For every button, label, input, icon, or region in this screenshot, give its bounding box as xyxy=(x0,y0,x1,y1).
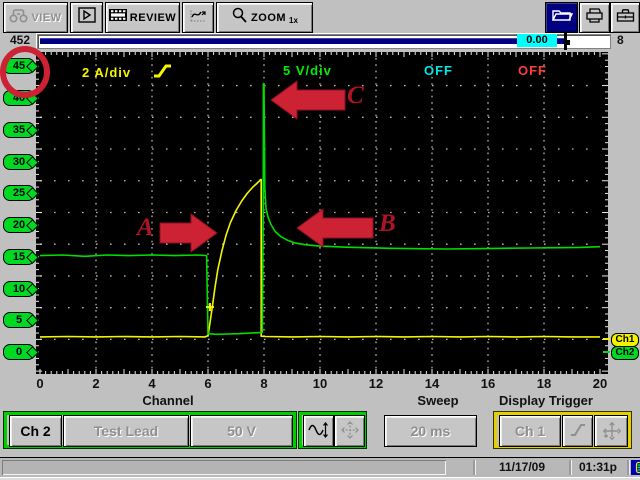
ch1-zero-tick xyxy=(603,338,610,340)
slider-max-label: 8 xyxy=(617,33,624,47)
zoom-factor: 1x xyxy=(289,15,298,25)
annotation-label-b: B xyxy=(379,210,396,237)
zoom-button-label: ZOOM xyxy=(251,11,287,24)
scale-pill-45: 45 xyxy=(3,58,35,75)
binoculars-icon xyxy=(9,8,28,28)
section-label-display-trigger: Display Trigger xyxy=(499,393,593,408)
x-tick-14: 14 xyxy=(424,376,440,391)
scale-pill-30: 30 xyxy=(3,153,35,170)
folder-button[interactable] xyxy=(545,2,578,33)
status-time: 01:31p xyxy=(578,460,618,474)
scale-pill-20: 20 xyxy=(3,217,35,234)
scale-pill-0: 0 xyxy=(3,344,35,361)
battery-icon xyxy=(631,460,640,480)
play-button[interactable] xyxy=(70,2,103,33)
trace-ch2 xyxy=(39,82,601,336)
capture-counter: 452 xyxy=(10,33,31,47)
trigger-source-button[interactable]: Ch 1 xyxy=(499,415,561,447)
slider-fill-bar xyxy=(40,38,564,44)
slider-value-readout: 0.00 xyxy=(517,34,557,47)
trace-ch1 xyxy=(39,178,600,338)
trigger-slope-icon xyxy=(569,422,587,441)
scale-pill-25: 25 xyxy=(3,185,35,202)
x-tick-0: 0 xyxy=(36,376,44,391)
ch2-scale-label: 5 V/div xyxy=(283,63,332,78)
ch4-off-label: OFF xyxy=(518,63,547,78)
printer-icon xyxy=(585,7,604,29)
range-button[interactable]: 50 V xyxy=(190,415,293,447)
pan-move-icon xyxy=(340,420,360,443)
scale-pill-5: 5 xyxy=(3,312,35,329)
section-label-sweep: Sweep xyxy=(417,393,459,408)
filmstrip-icon xyxy=(108,8,127,27)
waveform-plot xyxy=(36,52,608,374)
sweep-time-button[interactable]: 20 ms xyxy=(384,415,477,447)
x-tick-8: 8 xyxy=(260,376,268,391)
annotation-label-c: C xyxy=(347,82,364,109)
print-button[interactable] xyxy=(579,2,610,33)
scale-pill-40: 40 xyxy=(3,89,35,106)
pan-mode-button[interactable] xyxy=(334,415,365,447)
x-tick-20: 20 xyxy=(592,376,608,391)
status-bar: 11/17/09 01:31p xyxy=(0,457,640,478)
play-icon xyxy=(77,7,96,28)
expand-waveform-icon xyxy=(189,7,207,28)
trigger-move-button[interactable] xyxy=(594,415,628,447)
toolbox-icon xyxy=(616,8,635,28)
channel-select-button[interactable]: Ch 2 xyxy=(9,415,62,447)
annotation-label-a: A xyxy=(137,214,154,241)
x-tick-10: 10 xyxy=(312,376,328,391)
window-bottom-edge xyxy=(0,477,640,480)
sine-amplitude-icon xyxy=(307,420,330,443)
ch1-scale-label: 2 A/div xyxy=(82,63,173,82)
trigger-move-icon xyxy=(601,420,622,443)
section-label-channel: Channel xyxy=(142,393,194,408)
folder-icon xyxy=(551,7,573,28)
ch2-zero-tick xyxy=(603,351,610,353)
zoom-button[interactable]: ZOOM 1x xyxy=(216,2,313,33)
expand-waveform-button[interactable] xyxy=(182,2,214,33)
view-button[interactable]: VIEW xyxy=(3,2,68,33)
amplitude-mode-button[interactable] xyxy=(303,415,334,447)
slider-thumb[interactable] xyxy=(562,33,570,50)
status-message-panel xyxy=(2,460,446,475)
x-tick-4: 4 xyxy=(148,376,156,391)
x-tick-6: 6 xyxy=(204,376,212,391)
ch1-zero-marker: Ch1 xyxy=(611,333,639,347)
view-button-label: VIEW xyxy=(31,11,62,24)
x-tick-18: 18 xyxy=(536,376,552,391)
waveform-display xyxy=(36,52,608,374)
probe-type-button[interactable]: Test Lead xyxy=(63,415,189,447)
toolbox-button[interactable] xyxy=(610,2,640,33)
review-button-label: REVIEW xyxy=(129,11,177,24)
scale-pill-35: 35 xyxy=(3,121,35,138)
ch2-zero-marker: Ch2 xyxy=(611,346,639,360)
slope-icon xyxy=(153,63,173,82)
status-date: 11/17/09 xyxy=(498,460,546,474)
scale-pill-10: 10 xyxy=(3,280,35,297)
trigger-slope-button[interactable] xyxy=(562,415,593,447)
magnifier-icon xyxy=(231,7,248,29)
x-tick-2: 2 xyxy=(92,376,100,391)
ch3-off-label: OFF xyxy=(424,63,453,78)
replay-position-slider[interactable]: 0.00 xyxy=(37,33,611,50)
review-button[interactable]: REVIEW xyxy=(105,2,180,33)
scale-pill-15: 15 xyxy=(3,248,35,265)
x-tick-12: 12 xyxy=(368,376,384,391)
x-tick-16: 16 xyxy=(480,376,496,391)
